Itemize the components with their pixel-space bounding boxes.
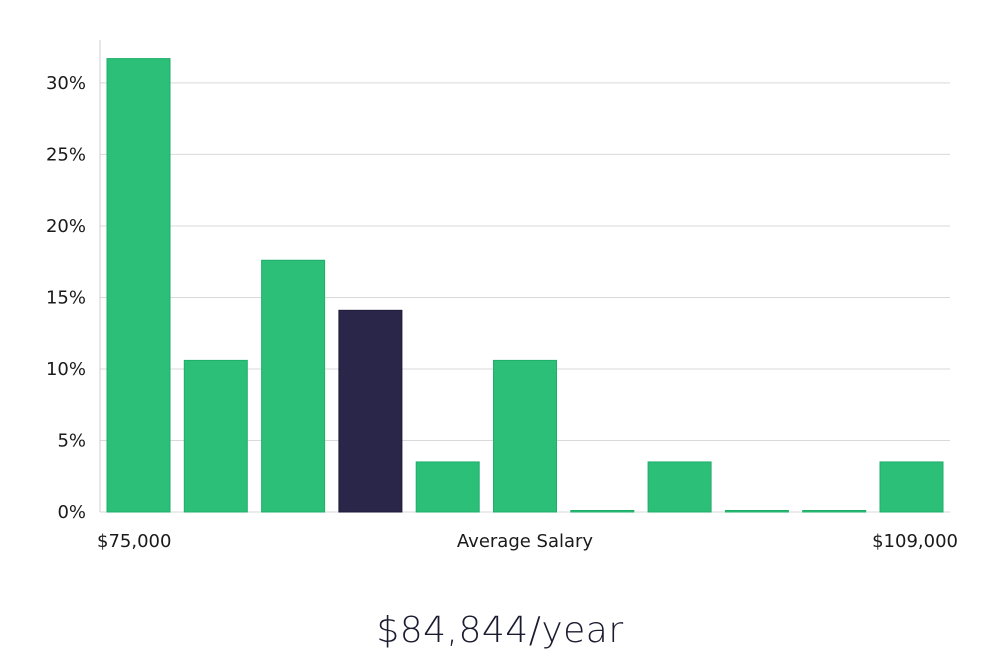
- y-tick-label: 15%: [46, 287, 86, 308]
- bar: [647, 461, 712, 513]
- bar: [802, 510, 867, 513]
- bar: [570, 510, 635, 513]
- bar: [879, 461, 944, 513]
- bars: [106, 58, 944, 513]
- y-tick-label: 0%: [57, 502, 86, 523]
- bar: [106, 58, 171, 513]
- bar: [183, 359, 248, 513]
- y-tick-label: 30%: [46, 73, 86, 94]
- y-tick-label: 25%: [46, 144, 86, 165]
- y-tick-label: 20%: [46, 216, 86, 237]
- y-tick-label: 5%: [57, 430, 86, 451]
- bar: [261, 259, 326, 513]
- average-salary-value: $84,844/year: [376, 610, 624, 651]
- bar: [415, 461, 480, 513]
- y-tick-labels: 0% 5% 10% 15% 20% 25% 30%: [46, 73, 86, 523]
- x-min-label: $75,000: [97, 531, 171, 552]
- x-max-label: $109,000: [872, 531, 958, 552]
- bar-highlight: [338, 309, 403, 513]
- x-axis-title: Average Salary: [457, 531, 594, 552]
- salary-histogram-chart: 0% 5% 10% 15% 20% 25% 30% $75,000 Average Sala…: [46, 40, 958, 552]
- y-tick-label: 10%: [46, 359, 86, 380]
- x-axis-labels: $75,000 Average Salary $109,000: [97, 531, 958, 552]
- bar: [493, 359, 557, 513]
- bar: [724, 510, 789, 513]
